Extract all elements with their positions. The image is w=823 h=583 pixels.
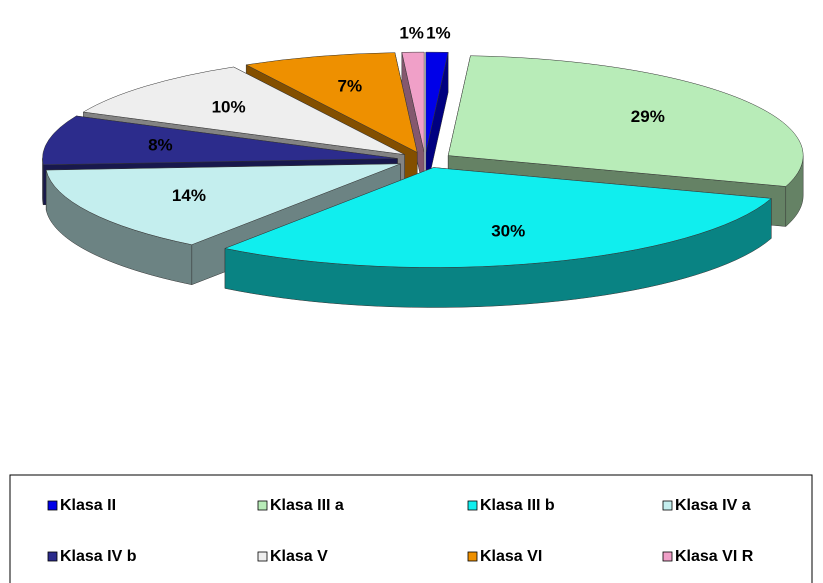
data-label: 1% xyxy=(399,24,424,43)
data-label: 30% xyxy=(491,222,525,241)
data-label: 10% xyxy=(212,98,246,117)
slice xyxy=(42,115,398,166)
legend-label: Klasa VI R xyxy=(675,548,754,565)
legend-swatch xyxy=(467,551,478,562)
data-label: 8% xyxy=(148,135,173,154)
data-label: 14% xyxy=(172,186,206,205)
legend-label: Klasa III a xyxy=(270,497,344,514)
slice xyxy=(82,66,405,155)
legend-label: Klasa V xyxy=(270,548,328,565)
legend-box xyxy=(9,474,813,583)
legend-label: Klasa VI xyxy=(480,548,542,565)
legend-label: Klasa III b xyxy=(480,497,555,514)
legend-swatch xyxy=(257,551,268,562)
slice xyxy=(425,51,449,153)
slice xyxy=(245,52,418,153)
data-label: 7% xyxy=(338,77,363,96)
legend-label: Klasa IV b xyxy=(60,548,137,565)
slice-wall xyxy=(42,158,44,205)
slice xyxy=(447,55,804,187)
data-label: 29% xyxy=(631,107,665,126)
slice xyxy=(224,167,772,268)
pie: 1% 29% 30% 14% 8% 10% 7% 1% xyxy=(42,24,804,308)
legend-swatch xyxy=(47,551,58,562)
legend-swatch xyxy=(257,500,268,511)
legend-swatch xyxy=(662,551,673,562)
data-label: 1% xyxy=(426,24,451,43)
legend: Klasa II Klasa III a Klasa III b Klasa IV a… xyxy=(47,497,754,565)
legend-swatch xyxy=(662,500,673,511)
legend-swatch xyxy=(467,500,478,511)
legend-label: Klasa IV a xyxy=(675,497,751,514)
slice xyxy=(45,163,401,245)
slice xyxy=(401,51,425,153)
legend-swatch xyxy=(47,500,58,511)
legend-label: Klasa II xyxy=(60,497,116,514)
